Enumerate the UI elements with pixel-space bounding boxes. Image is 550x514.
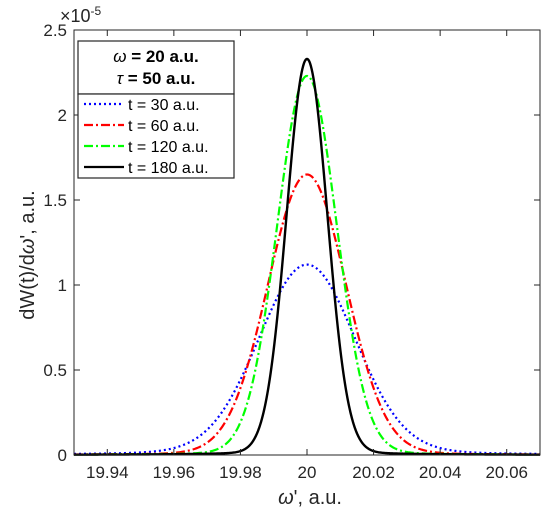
omega-symbol: ω (113, 47, 126, 66)
legend-omega: ω = 20 a.u. (113, 47, 199, 66)
y-tick-label: 1 (58, 276, 67, 295)
x-label-text: ', a.u. (294, 487, 342, 509)
x-tick-label: 19.96 (153, 463, 196, 482)
tau-symbol: τ (117, 69, 125, 88)
y-tick-label: 0 (58, 446, 67, 465)
y-label-symbol: ω (17, 239, 39, 255)
y-tick-label: 1.5 (43, 191, 67, 210)
x-tick-label: 20 (298, 463, 317, 482)
series-line-4 (73, 57, 541, 456)
y-tick-label: 2 (58, 106, 67, 125)
y-label-prefix: dW(t)/d (17, 254, 39, 320)
x-axis-ticks: 19.94 19.96 19.98 20 20.02 20.04 20.06 (86, 30, 528, 482)
x-axis-label: ω', a.u. (278, 487, 342, 509)
legend: ω = 20 a.u. τ = 50 a.u. t = 30 a.u. t = 6… (77, 40, 235, 179)
x-tick-label: 20.02 (352, 463, 395, 482)
exponent-base: ×10 (60, 6, 91, 26)
y-tick-label: 0.5 (43, 361, 67, 380)
y-axis-label: dW(t)/dω', a.u. (17, 190, 39, 319)
legend-items: t = 30 a.u. t = 60 a.u. t = 120 a.u. t = 18… (84, 97, 209, 177)
series-curves (73, 57, 541, 456)
x-label-symbol: ω (278, 487, 294, 509)
legend-label-4: t = 180 a.u. (128, 160, 209, 177)
y-axis-ticks: 0 0.5 1 1.5 2 2.5 (43, 21, 540, 465)
series-line-2 (73, 173, 541, 456)
x-tick-label: 20.04 (419, 463, 462, 482)
y-tick-label: 2.5 (43, 21, 67, 40)
x-tick-label: 19.94 (86, 463, 129, 482)
legend-label-2: t = 60 a.u. (128, 118, 200, 135)
tau-value: = 50 a.u. (123, 69, 195, 88)
y-label-text: ', a.u. (17, 190, 39, 238)
exponent-power: -5 (91, 4, 102, 18)
series-line-1 (73, 263, 541, 455)
legend-tau: τ = 50 a.u. (117, 69, 196, 88)
legend-label-3: t = 120 a.u. (128, 139, 209, 156)
legend-label-1: t = 30 a.u. (128, 97, 200, 114)
legend-series-box (77, 93, 235, 179)
x-tick-label: 20.06 (485, 463, 528, 482)
legend-params-box (77, 40, 235, 95)
x-tick-label: 19.98 (219, 463, 262, 482)
y-axis-exponent: ×10-5 (60, 4, 102, 26)
omega-value: = 20 a.u. (126, 47, 198, 66)
